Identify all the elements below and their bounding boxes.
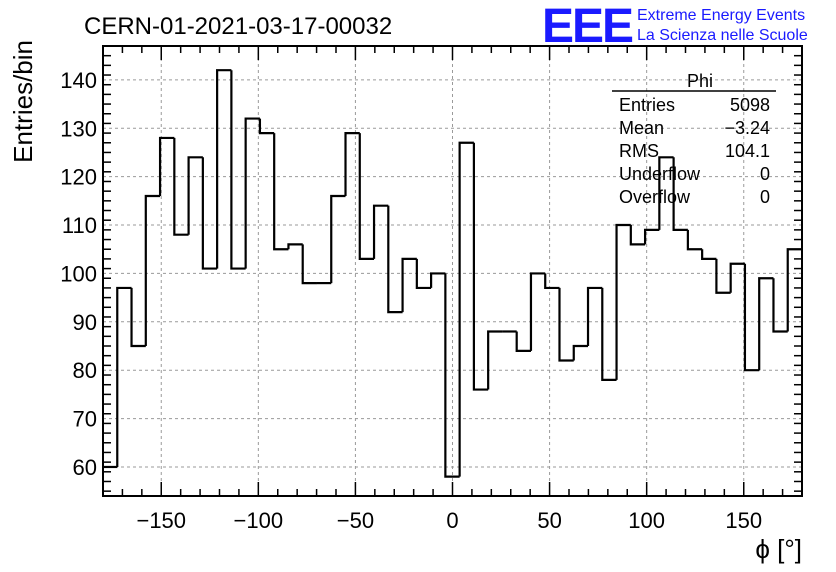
histogram-bin: [572, 344, 589, 361]
histogram-bin: [729, 262, 745, 293]
histogram-bin: [116, 286, 132, 467]
x-tick-label: 150: [725, 508, 762, 533]
histogram-bin: [258, 118, 275, 135]
histogram-bin: [672, 157, 688, 231]
chart-title: CERN-01-2021-03-17-00032: [84, 13, 392, 40]
histogram-bin: [216, 69, 232, 269]
eee-logo-line2: La Scienza nelle Scuole: [637, 27, 808, 44]
stats-value: 5098: [730, 95, 770, 115]
histogram-bin: [430, 272, 446, 288]
axis-ticks: [102, 46, 803, 496]
histogram-bin: [786, 248, 802, 332]
y-tick-label: 90: [73, 310, 97, 335]
stats-value: 0: [760, 164, 770, 184]
x-axis-title: ϕ [°]: [755, 534, 802, 564]
eee-logo: EEE Extreme Energy Events La Scienza nel…: [542, 0, 808, 53]
stats-value: 104.1: [725, 141, 770, 161]
histogram-bin: [758, 277, 774, 371]
histogram-bin: [586, 286, 603, 346]
y-tick-label: 120: [60, 165, 97, 190]
histogram-bin: [658, 156, 674, 230]
histogram-bin: [444, 273, 460, 478]
histogram-bin: [201, 157, 218, 270]
y-tick-label: 100: [60, 261, 97, 286]
y-tick-label: 110: [62, 213, 97, 238]
histogram-bin: [472, 142, 489, 391]
histogram-bin: [643, 228, 660, 245]
histogram-bin: [330, 194, 346, 284]
x-tick-label: 0: [446, 508, 458, 533]
histogram-bin: [686, 229, 703, 251]
y-tick-label: 70: [73, 407, 97, 432]
histogram-bin: [701, 249, 717, 261]
grid-lines: [103, 46, 802, 496]
histogram-bin: [415, 258, 432, 290]
y-tick-labels: 60 70 80 90 100 110 120 130 140: [60, 68, 97, 480]
histogram-bin: [558, 287, 574, 362]
y-axis-title: Entries/bin: [8, 40, 38, 163]
x-tick-label: −50: [337, 508, 374, 533]
histogram-bin: [358, 133, 375, 261]
x-tick-label: 100: [628, 508, 665, 533]
x-tick-labels: −150 −100 −50 0 50 100 150: [136, 508, 762, 533]
histogram-bin: [458, 141, 474, 477]
stats-title: Phi: [687, 71, 713, 91]
histogram-bin: [158, 136, 175, 196]
eee-logo-line1: Extreme Energy Events: [637, 7, 805, 24]
histogram-bin: [544, 273, 560, 290]
histogram-bin: [743, 263, 760, 372]
x-tick-label: −150: [136, 508, 186, 533]
histogram-bin: [287, 243, 303, 250]
stats-label: RMS: [619, 141, 659, 161]
y-tick-label: 80: [73, 358, 97, 383]
histogram-bin: [301, 244, 317, 285]
x-tick-label: −100: [234, 508, 284, 533]
histogram-bin: [401, 257, 417, 313]
histogram-bin: [629, 225, 646, 246]
histogram-bin: [344, 131, 360, 196]
stats-label: Underflow: [619, 164, 701, 184]
histogram-bin: [173, 137, 189, 236]
stats-label: Overflow: [619, 187, 691, 207]
stats-label: Entries: [619, 95, 675, 115]
histogram-bin: [187, 156, 203, 235]
y-tick-label: 140: [60, 68, 97, 93]
histogram-bin: [615, 223, 631, 380]
y-tick-label: 60: [73, 455, 97, 480]
histogram-bin: [230, 70, 246, 270]
histogram-bin: [244, 117, 260, 269]
histogram-bin: [515, 331, 531, 352]
stats-value: −3.24: [724, 118, 770, 138]
y-tick-label: 130: [60, 116, 97, 141]
histogram-bars: [103, 69, 802, 478]
stats-box: Phi Entries 5098 Mean −3.24 RMS 104.1 Underflow…: [612, 71, 776, 207]
histogram-bin: [387, 205, 403, 314]
histogram-bin: [487, 330, 503, 390]
stats-value: 0: [760, 187, 770, 207]
x-tick-label: 50: [537, 508, 561, 533]
histogram-bin: [601, 287, 617, 381]
histogram-bin: [130, 287, 146, 348]
histogram-bin: [715, 258, 731, 294]
histogram-bin: [372, 204, 389, 259]
histogram-bin: [144, 194, 161, 346]
histogram-bin: [772, 278, 788, 333]
eee-logo-mark: EEE: [542, 0, 633, 53]
histogram-bin: [273, 133, 289, 251]
histogram-bin: [529, 272, 546, 351]
stats-label: Mean: [619, 118, 664, 138]
